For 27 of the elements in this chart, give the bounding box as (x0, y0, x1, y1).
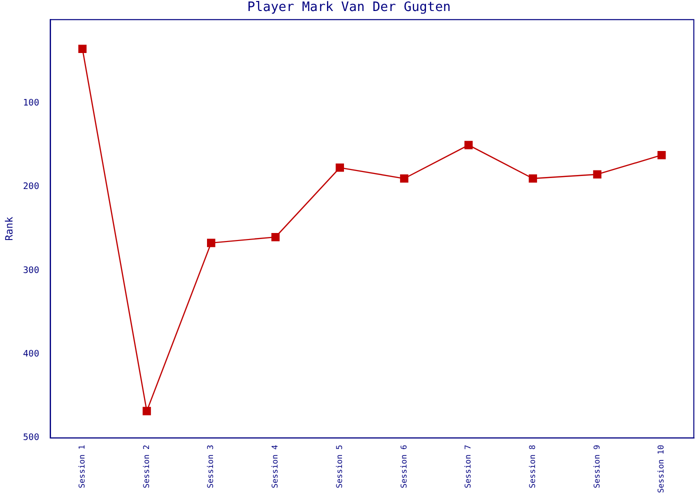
x-tick-label: Session 8 (528, 444, 537, 488)
x-tick-label: Session 1 (78, 444, 87, 488)
point (271, 232, 280, 242)
point (593, 170, 602, 178)
x-tick-label: Session 7 (464, 444, 473, 488)
x-tick-label: Session 9 (592, 444, 602, 488)
y-tick-label: 500 (22, 433, 40, 444)
x-tick-label: Session 10 (656, 444, 666, 494)
x-tick-label: Session 5 (334, 444, 344, 488)
x-tick-label: Session 3 (206, 444, 216, 488)
x-tick-label: Session 4 (270, 444, 280, 488)
y-tick-label: 400 (22, 350, 40, 360)
point (207, 238, 216, 248)
point (657, 150, 666, 160)
point (78, 44, 87, 54)
x-tick-label: Session 2 (142, 444, 151, 488)
point (400, 174, 408, 183)
y-tick-label: 300 (22, 266, 40, 276)
point (142, 406, 151, 416)
point (528, 174, 538, 183)
chart-title: Player Mark Van Der Gugten (247, 0, 451, 16)
point (464, 140, 473, 150)
y-tick-label: 200 (22, 182, 40, 192)
y-axis-title: Rank (4, 216, 16, 241)
point (336, 164, 344, 172)
y-tick-label: 100 (22, 98, 40, 109)
x-tick-label: Session 6 (399, 444, 408, 488)
